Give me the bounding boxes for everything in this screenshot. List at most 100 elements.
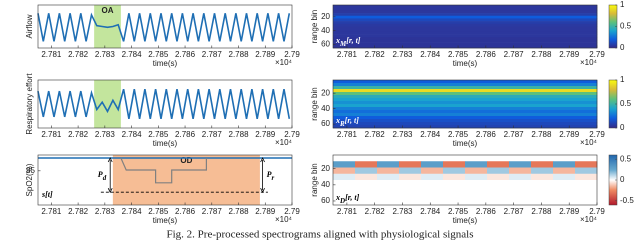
heatmap-cell xyxy=(399,155,422,162)
heatmap-cell xyxy=(465,161,488,168)
heatmap-cell xyxy=(333,21,598,25)
x-tick-label: 2.783 xyxy=(95,50,116,59)
x-tick-label: 2.79 xyxy=(589,207,605,216)
math-sub: M xyxy=(339,40,347,48)
heatmap-cell xyxy=(487,180,510,187)
y-axis-label: range bin xyxy=(310,10,319,43)
y-axis-label: range bin xyxy=(310,163,319,196)
x-tick-label: 2.785 xyxy=(448,207,469,216)
y-axis-label: range bin xyxy=(310,87,319,120)
region xyxy=(112,155,260,205)
heatmap-cell xyxy=(443,173,466,181)
heatmap-cell xyxy=(575,155,598,162)
heatmap-cell xyxy=(333,13,598,17)
x-tick-label: 2.784 xyxy=(122,50,143,59)
heatmap-cell xyxy=(553,180,576,187)
data-line xyxy=(37,88,291,119)
math-base: P xyxy=(267,170,272,179)
x-tick-label: 2.782 xyxy=(68,207,89,216)
heatmap-cell xyxy=(531,173,554,181)
heatmap-cell xyxy=(333,31,598,35)
heatmap-cell xyxy=(333,110,598,114)
colorbar-tick-label: 0 xyxy=(620,123,625,132)
x-tick-label: 2.781 xyxy=(41,130,62,139)
math-label: xM[r, t] xyxy=(335,36,361,48)
heatmap-cell xyxy=(333,10,598,14)
heatmap-cell xyxy=(487,192,510,200)
math-base: x xyxy=(335,193,340,202)
heatmap-cell xyxy=(553,186,576,193)
heatmap-cell xyxy=(421,192,444,200)
heatmap-cell xyxy=(377,155,400,162)
x-tick-label: 2.79 xyxy=(284,50,300,59)
y-axis-label: Respiratory effort xyxy=(25,73,34,135)
heatmap-cell xyxy=(443,155,466,162)
heatmap-cell xyxy=(399,167,422,175)
heatmap-cell xyxy=(333,42,598,46)
heatmap-cell xyxy=(377,173,400,181)
heatmap-cell xyxy=(421,186,444,193)
y-tick-label: 95 xyxy=(26,166,35,175)
heatmap-cell xyxy=(575,180,598,187)
heatmap-cell xyxy=(333,18,598,22)
x-tick-label: 2.789 xyxy=(559,130,580,139)
math-base: x xyxy=(335,116,340,125)
x-tick-label: 2.782 xyxy=(365,50,386,59)
heatmap-cell xyxy=(355,173,378,181)
heatmap-cell xyxy=(443,167,466,175)
x-tick-label: 2.784 xyxy=(420,50,441,59)
heatmap-cell xyxy=(465,192,488,200)
heatmap-cell xyxy=(465,180,488,187)
x-tick-label: 2.787 xyxy=(504,130,525,139)
data-line xyxy=(120,157,207,184)
colorbar-tick-label: 0.5 xyxy=(620,99,632,108)
region xyxy=(94,80,121,128)
x-tick-label: 2.788 xyxy=(531,130,552,139)
x-tick-label: 2.788 xyxy=(531,207,552,216)
x-tick-label: 2.783 xyxy=(392,207,413,216)
heatmap-cell xyxy=(575,161,598,168)
x-tick-label: 2.79 xyxy=(589,50,605,59)
heatmap-cell xyxy=(333,198,356,206)
x-tick-label: 2.786 xyxy=(476,207,497,216)
heatmap-cell xyxy=(377,167,400,175)
heatmap-cell xyxy=(333,83,598,87)
x-axis-label: time(s) xyxy=(453,139,478,148)
heatmap-cell xyxy=(465,198,488,206)
heatmap-cell xyxy=(487,198,510,206)
x-multiplier: ×10⁴ xyxy=(580,58,598,67)
heatmap-cell xyxy=(333,23,598,27)
axes-frame xyxy=(332,4,598,49)
x-tick-label: 2.785 xyxy=(148,207,169,216)
data-line xyxy=(37,12,291,42)
x-tick-label: 2.783 xyxy=(95,207,116,216)
heatmap-cell xyxy=(333,192,356,200)
heatmap-cell xyxy=(333,95,598,99)
x-tick-label: 2.787 xyxy=(202,130,223,139)
heatmap-cell xyxy=(333,107,598,111)
x-tick-label: 2.782 xyxy=(68,50,89,59)
heatmap-cell xyxy=(377,198,400,206)
heatmap-cell xyxy=(377,180,400,187)
heatmap-cell xyxy=(553,192,576,200)
heatmap-cell xyxy=(531,167,554,175)
heatmap-cell xyxy=(377,192,400,200)
heatmap-cell xyxy=(553,155,576,162)
x-tick-label: 2.781 xyxy=(41,50,62,59)
heatmap-cell xyxy=(487,161,510,168)
x-tick-label: 2.784 xyxy=(122,130,143,139)
x-tick-label: 2.788 xyxy=(531,50,552,59)
x-tick-label: 2.789 xyxy=(559,207,580,216)
x-axis-label: time(s) xyxy=(153,216,178,225)
heatmap-cell xyxy=(333,98,598,102)
math-sub: D xyxy=(339,197,345,205)
heatmap-cell xyxy=(575,167,598,175)
axes-frame xyxy=(37,79,293,129)
heatmap-cell xyxy=(421,180,444,187)
heatmap-cell xyxy=(355,167,378,175)
heatmap-cell xyxy=(443,198,466,206)
y-tick-label: 40 xyxy=(321,104,330,113)
caption: Fig. 2. Pre-processed spectrograms align… xyxy=(166,229,473,241)
math-base: P xyxy=(98,170,103,179)
heatmap-cell xyxy=(333,180,356,187)
